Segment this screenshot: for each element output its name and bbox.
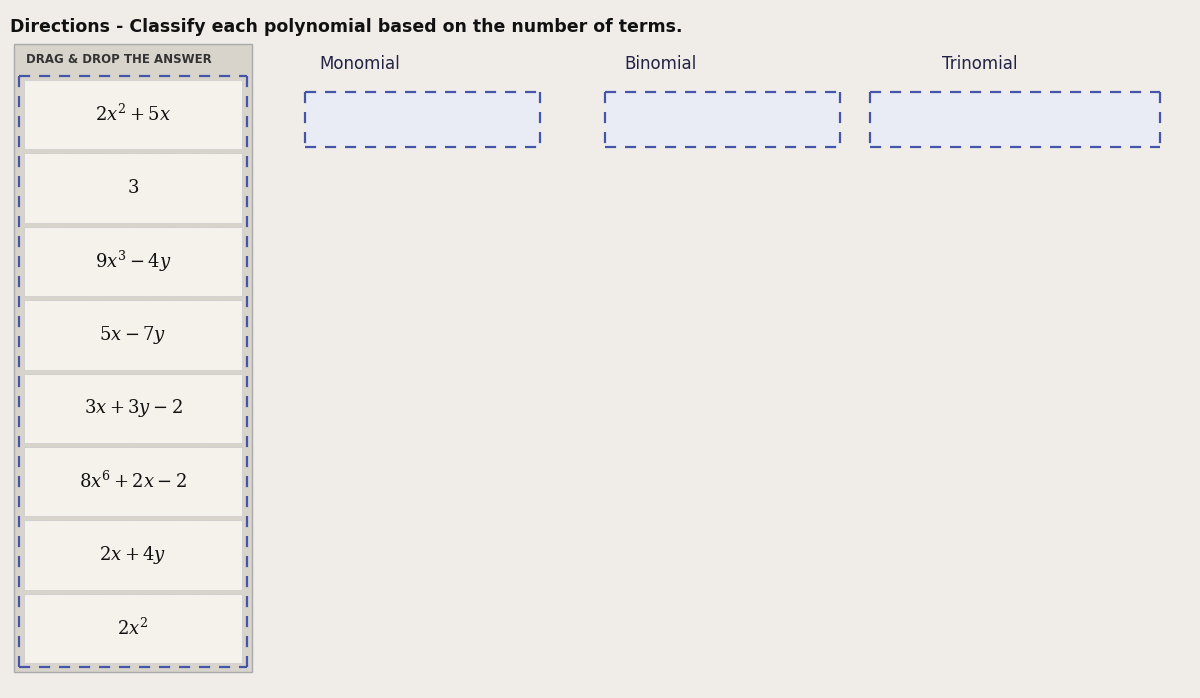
Text: $2x + 4y$: $2x + 4y$ bbox=[100, 544, 167, 566]
FancyBboxPatch shape bbox=[24, 300, 242, 369]
Text: Trinomial: Trinomial bbox=[942, 55, 1018, 73]
FancyBboxPatch shape bbox=[24, 227, 242, 296]
FancyBboxPatch shape bbox=[870, 92, 1160, 147]
Text: Monomial: Monomial bbox=[319, 55, 401, 73]
FancyBboxPatch shape bbox=[24, 80, 242, 149]
Text: Directions - Classify each polynomial based on the number of terms.: Directions - Classify each polynomial ba… bbox=[10, 18, 683, 36]
Text: $2x^2 + 5x$: $2x^2 + 5x$ bbox=[95, 104, 172, 125]
Text: $8x^6 + 2x - 2$: $8x^6 + 2x - 2$ bbox=[79, 471, 187, 492]
FancyBboxPatch shape bbox=[14, 44, 252, 672]
FancyBboxPatch shape bbox=[305, 92, 540, 147]
FancyBboxPatch shape bbox=[605, 92, 840, 147]
Text: $5x - 7y$: $5x - 7y$ bbox=[100, 324, 167, 346]
FancyBboxPatch shape bbox=[24, 593, 242, 663]
Text: $2x^2$: $2x^2$ bbox=[118, 618, 149, 639]
Text: Binomial: Binomial bbox=[624, 55, 696, 73]
Text: $3x + 3y - 2$: $3x + 3y - 2$ bbox=[84, 397, 182, 419]
FancyBboxPatch shape bbox=[24, 447, 242, 517]
FancyBboxPatch shape bbox=[24, 520, 242, 590]
Text: $9x^3 - 4y$: $9x^3 - 4y$ bbox=[95, 249, 172, 274]
Text: DRAG & DROP THE ANSWER: DRAG & DROP THE ANSWER bbox=[26, 53, 211, 66]
FancyBboxPatch shape bbox=[24, 373, 242, 443]
FancyBboxPatch shape bbox=[24, 154, 242, 223]
Text: $3$: $3$ bbox=[127, 179, 139, 197]
